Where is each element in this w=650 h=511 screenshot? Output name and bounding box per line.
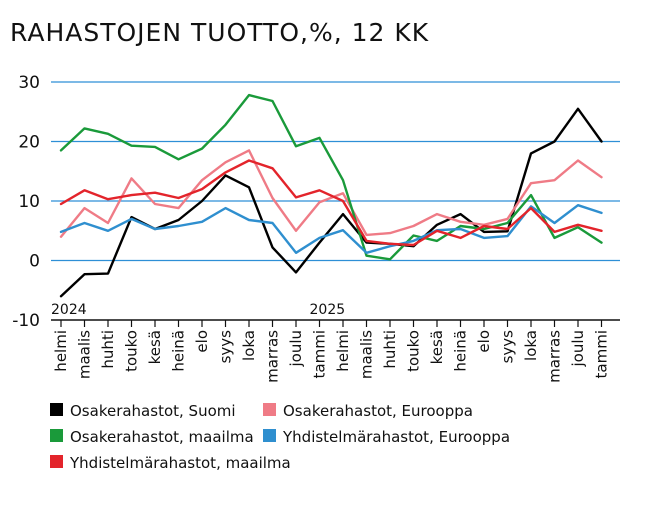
legend-label: Yhdistelmärahastot, Eurooppa	[282, 428, 510, 446]
x-tick-label: loka	[522, 330, 540, 361]
legend-item-osakerahastot-suomi: Osakerahastot, Suomi	[50, 402, 236, 420]
x-tick-label: loka	[240, 330, 258, 361]
series-lines	[59, 93, 603, 298]
x-tick-label: tammi	[311, 330, 329, 378]
y-tick-label: -10	[12, 311, 40, 331]
y-tick-label: 30	[18, 73, 40, 93]
x-tick-label: joulu	[569, 330, 587, 368]
year-label: 2024	[51, 302, 87, 318]
x-tick-label: heinä	[452, 330, 470, 372]
series-line-osakerahastot-eurooppa	[59, 149, 603, 238]
x-tick-label: tammi	[593, 330, 611, 378]
legend-label: Osakerahastot, maailma	[70, 428, 254, 446]
legend-swatch	[263, 429, 276, 442]
x-tick-label: helmi	[52, 330, 70, 372]
legend-swatch	[50, 403, 63, 416]
legend-label: Osakerahastot, Eurooppa	[283, 402, 473, 420]
y-tick-label: 20	[18, 133, 40, 153]
chart-title: RAHASTOJEN TUOTTO,%, 12 KK	[10, 18, 430, 47]
x-tick-label: helmi	[334, 330, 352, 372]
x-tick-label: syys	[499, 330, 517, 364]
x-tick-label: heinä	[170, 330, 188, 372]
x-tick-label: huhti	[99, 330, 117, 369]
legend-label: Osakerahastot, Suomi	[70, 402, 236, 420]
x-tick-label: marras	[264, 330, 282, 383]
grid-lines	[51, 81, 620, 321]
x-tick-label: elo	[193, 330, 211, 353]
x-tick-label: touko	[123, 330, 141, 372]
series-line-yhdistelmarahastot-maailma	[59, 159, 603, 247]
legend-label: Yhdistelmärahastot, maailma	[69, 454, 291, 472]
x-tick-label: kesä	[428, 330, 446, 364]
x-tick-label: maalis	[76, 330, 94, 379]
legend-swatch	[50, 429, 63, 442]
x-tick-label: huhti	[381, 330, 399, 369]
legend: Osakerahastot, Suomi Osakerahastot, Euroo…	[50, 402, 510, 472]
series-line-yhdistelmarahastot-eurooppa	[59, 203, 603, 255]
legend-item-osakerahastot-eurooppa: Osakerahastot, Eurooppa	[263, 402, 473, 420]
y-axis: -10 0 10 20 30	[12, 73, 40, 331]
x-tick-label: touko	[405, 330, 423, 372]
year-label: 2025	[310, 302, 346, 318]
y-tick-label: 10	[18, 192, 40, 212]
x-axis: helmi maalis huhti touko kesä heinä elo syys lok…	[51, 302, 611, 383]
x-tick-label: syys	[217, 330, 235, 364]
legend-swatch	[263, 403, 276, 416]
legend-swatch	[50, 455, 63, 468]
series-line-osakerahastot-suomi	[59, 107, 603, 298]
x-tick-label: elo	[475, 330, 493, 353]
x-tick-label: marras	[546, 330, 564, 383]
legend-item-yhdistelmarahastot-maailma: Yhdistelmärahastot, maailma	[50, 454, 291, 472]
y-tick-label: 0	[29, 252, 40, 272]
x-tick-label: maalis	[358, 330, 376, 379]
x-tick-label: joulu	[287, 330, 305, 368]
x-tick-label: kesä	[146, 330, 164, 364]
legend-item-osakerahastot-maailma: Osakerahastot, maailma	[50, 428, 254, 446]
legend-item-yhdistelmarahastot-eurooppa: Yhdistelmärahastot, Eurooppa	[263, 428, 510, 446]
series-line-osakerahastot-maailma	[59, 93, 603, 261]
